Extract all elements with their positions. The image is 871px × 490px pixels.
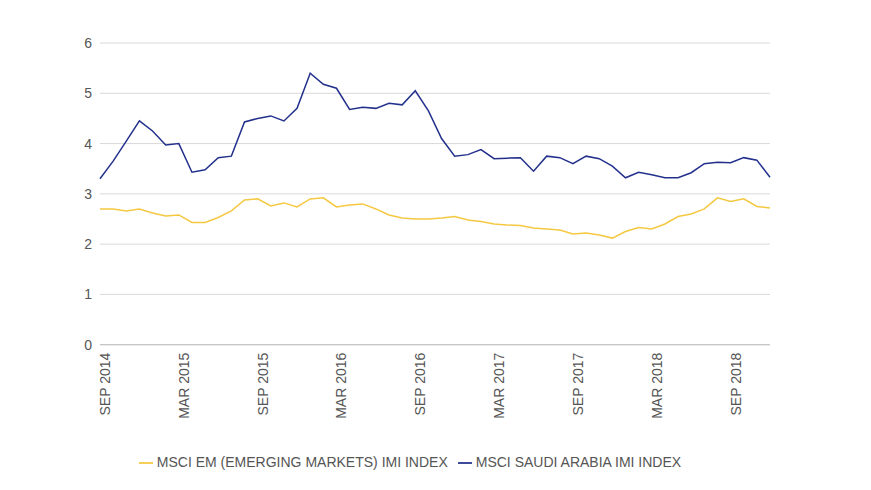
svg-text:SEP 2014: SEP 2014 <box>97 352 113 415</box>
svg-text:6: 6 <box>84 35 92 51</box>
html-text:MSCI SAUDI ARABIA IMI INDEX: MSCI SAUDI ARABIA IMI INDEX <box>475 453 682 470</box>
svg-text:SEP 2015: SEP 2015 <box>255 352 271 415</box>
svg-text:SEP 2018: SEP 2018 <box>728 352 744 415</box>
svg-text:0: 0 <box>84 337 92 353</box>
svg-text:5: 5 <box>84 85 92 101</box>
svg-text:SEP 2017: SEP 2017 <box>570 352 586 415</box>
svg-text:MAR 2017: MAR 2017 <box>491 353 507 419</box>
svg-text:1: 1 <box>84 286 92 302</box>
svg-text:3: 3 <box>84 186 92 202</box>
svg-text:SEP 2016: SEP 2016 <box>412 352 428 415</box>
svg-text:MAR 2018: MAR 2018 <box>649 353 665 419</box>
html-text:MSCI EM (EMERGING MARKETS) IMI: MSCI EM (EMERGING MARKETS) IMI INDEX <box>156 453 448 470</box>
svg-text:2: 2 <box>84 236 92 252</box>
svg-text:MAR 2015: MAR 2015 <box>176 353 192 419</box>
svg-text:4: 4 <box>84 136 92 152</box>
svg-text:MAR 2016: MAR 2016 <box>333 353 349 419</box>
